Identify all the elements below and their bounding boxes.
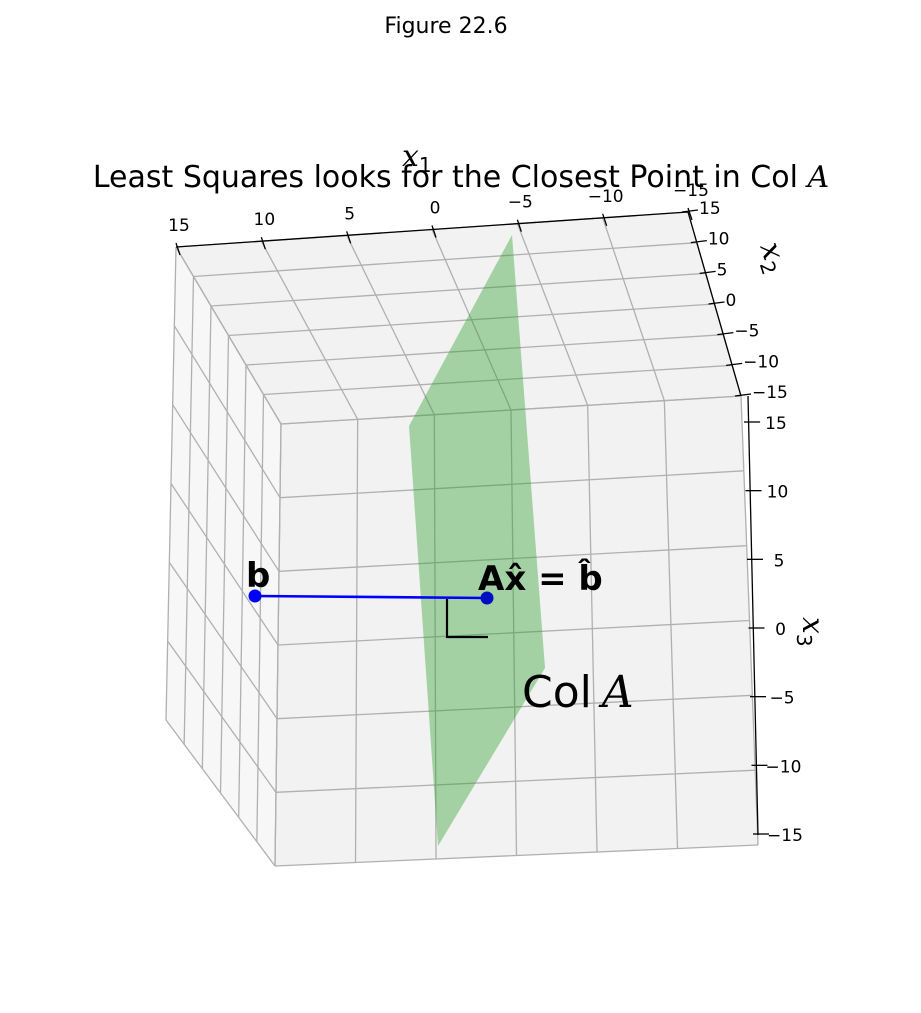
x1-tick-label-2: 5 <box>344 204 355 224</box>
x2-tick-1 <box>690 240 707 244</box>
grid-x3-front-5 <box>275 769 756 793</box>
x3-tick-label-4: −5 <box>769 689 794 709</box>
grid-x2-top-4 <box>245 334 724 366</box>
grid-x3-side-3 <box>170 483 279 646</box>
x1-axis-label: x1 <box>402 139 432 177</box>
x2-tick-label-0: 15 <box>699 199 721 219</box>
grid-x3-front-4 <box>276 694 753 720</box>
x3-tick-label-6: −15 <box>767 826 803 846</box>
x3-axis-label: x3 <box>792 617 830 647</box>
x3-axis-line <box>747 395 759 836</box>
x3-ticks: 15 10 5 0 −5 −10 −15 <box>744 414 803 846</box>
x1-tick-5 <box>602 213 608 227</box>
point-b-hat-label: Ax̂ = b̂ <box>478 558 603 599</box>
x2-tick-4 <box>717 332 734 336</box>
grid-x3-front-2 <box>278 545 747 572</box>
x1-ticks: 15 10 5 0 −5 −10 −15 <box>168 181 709 256</box>
x1-tick-label-5: −10 <box>588 187 624 207</box>
grid-x3-side-2 <box>172 404 280 572</box>
point-b <box>248 589 262 603</box>
x2-tick-0 <box>681 209 699 213</box>
chart-title-italic: A <box>804 160 829 195</box>
x1-tick-6 <box>687 207 693 221</box>
side-pane <box>166 247 281 866</box>
grid-x3-side-5 <box>167 640 277 793</box>
x2-tick-label-2: 5 <box>717 260 728 280</box>
x3-tick-label-3: 0 <box>775 620 786 640</box>
x2-tick-label-3: 0 <box>726 291 737 311</box>
x2-tick-5 <box>726 362 743 366</box>
col-a-plane <box>409 235 545 846</box>
x3-tick-label-5: −10 <box>766 757 802 777</box>
x1-tick-2 <box>346 231 352 244</box>
grid-x2-top-5 <box>263 364 733 396</box>
grid-x3-side-4 <box>168 561 278 720</box>
data-group <box>248 589 494 639</box>
grid-x3-side-6 <box>165 719 276 867</box>
x2-tick-2 <box>699 270 716 274</box>
x1-tick-label-4: −5 <box>508 193 533 213</box>
x3-tick-label-2: 5 <box>774 551 785 571</box>
x2-tick-3 <box>708 301 725 305</box>
grid-x3-front-1 <box>279 470 744 499</box>
x1-tick-3 <box>431 225 437 238</box>
x2-tick-6 <box>734 393 752 397</box>
grid-lines <box>165 211 759 867</box>
grid-x3-side-1 <box>173 325 281 499</box>
x2-axis-label: x2 <box>750 238 795 278</box>
grid-x2-top-2 <box>210 272 706 307</box>
x1-tick-label-0: 15 <box>168 216 190 236</box>
axis-lines <box>175 211 759 836</box>
x2-axis-line <box>687 211 742 397</box>
x2-tick-label-1: 10 <box>708 230 730 250</box>
grid-x3-front-0 <box>280 395 742 425</box>
point-b-hat <box>480 591 494 605</box>
top-pane <box>176 212 741 424</box>
grid-x3-side-0 <box>175 246 282 425</box>
chart-title-text: Least Squares looks for the Closest Poin… <box>93 160 808 195</box>
x1-tick-label-6: −15 <box>673 181 709 201</box>
col-a-label: Col A <box>522 667 634 718</box>
x1-axis-line <box>175 211 689 248</box>
col-a-plane-group <box>409 235 545 846</box>
x2-ticks: 15 10 5 0 −5 −10 −15 <box>681 199 788 403</box>
x1-tick-0 <box>175 242 181 256</box>
chart-title: Least Squares looks for the Closest Poin… <box>93 160 829 195</box>
x1-tick-4 <box>516 219 522 232</box>
right-angle-marker <box>445 599 488 639</box>
figure-suptitle: Figure 22.6 <box>384 14 507 39</box>
x3-tick-label-1: 10 <box>767 483 789 503</box>
grid-x2-top-3 <box>228 303 715 337</box>
grid-x3-front-6 <box>274 844 759 867</box>
x3-tick-label-0: 15 <box>765 414 787 434</box>
point-b-label: b <box>246 556 270 596</box>
x1-tick-label-1: 10 <box>254 210 276 230</box>
residual-segment <box>254 594 488 600</box>
x2-tick-label-5: −10 <box>743 352 779 372</box>
x1-tick-1 <box>260 236 266 250</box>
x2-tick-label-4: −5 <box>734 322 759 342</box>
grid-x2-top-1 <box>193 242 697 278</box>
grid-x3-front-3 <box>277 619 750 646</box>
front-pane <box>275 396 758 866</box>
x2-tick-label-6: −15 <box>752 383 788 403</box>
x1-tick-label-3: 0 <box>430 199 441 219</box>
